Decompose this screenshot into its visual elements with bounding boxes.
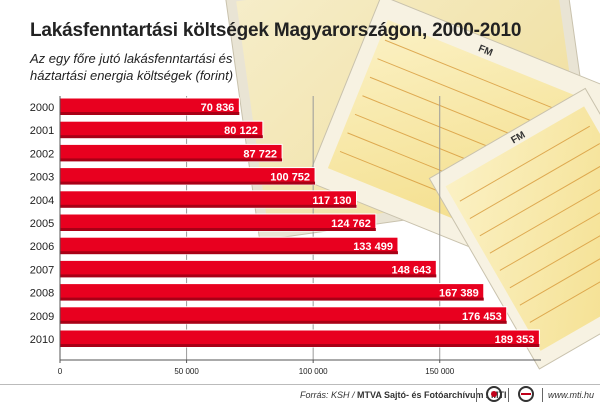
form-sheet-front: FM [428, 87, 600, 370]
bar-shade [60, 112, 240, 115]
value-label: 80 122 [224, 125, 258, 137]
value-label: 70 836 [201, 102, 235, 114]
x-tick-label: 100 000 [299, 367, 328, 376]
category-label: 2005 [30, 218, 54, 230]
value-label: 189 353 [495, 334, 535, 346]
bar-shade [60, 135, 263, 139]
value-label: 176 453 [462, 311, 502, 323]
x-tick-label: 150 000 [425, 367, 454, 376]
bar-shade [60, 297, 484, 301]
category-label: 2007 [30, 264, 54, 276]
bar-shade [60, 251, 398, 255]
chart-subtitle: Az egy főre jutó lakásfenntartási és ház… [30, 51, 234, 83]
footer-separator [476, 388, 477, 402]
category-label: 2002 [30, 148, 54, 160]
value-label: 133 499 [353, 241, 393, 253]
category-label: 2009 [30, 311, 54, 323]
value-label: 124 762 [331, 218, 371, 230]
value-label: 117 130 [312, 195, 351, 207]
x-tick-label: 0 [58, 367, 63, 376]
mtva-logo-icon [486, 386, 502, 402]
x-tick-label: 50 000 [174, 367, 199, 376]
value-label: 148 643 [392, 264, 432, 276]
website-link[interactable]: www.mti.hu [548, 390, 595, 400]
footer-separator [508, 388, 509, 402]
category-label: 2006 [30, 241, 54, 253]
value-label: 100 752 [270, 172, 310, 184]
category-label: 2003 [30, 172, 54, 184]
value-label: 167 389 [439, 288, 479, 300]
x-axis: 0 50 000 100 000 150 000 [58, 96, 541, 376]
category-label: 2000 [30, 102, 54, 114]
mti-logo-icon [518, 386, 534, 402]
bar-shade [60, 158, 283, 162]
footer-separator [542, 388, 543, 402]
category-label: 2004 [30, 195, 54, 207]
source-organization: MTVA Sajtó- és Fotóarchívum / MTI [357, 390, 507, 400]
value-label: 87 722 [243, 148, 277, 160]
bar-shade [60, 274, 437, 278]
bar-shade [60, 181, 316, 185]
footer-divider [0, 384, 600, 385]
source-prefix: Forrás: KSH / [300, 390, 358, 400]
bar-shade [60, 228, 376, 231]
chart-title: Lakásfenntartási költségek Magyarországo… [30, 20, 522, 41]
bar-shade [60, 204, 357, 208]
category-label: 2010 [30, 334, 54, 346]
form-label-fm-1: FM [477, 43, 495, 59]
category-label: 2008 [30, 288, 54, 300]
category-labels: 2000 2001 2002 2003 2004 2005 2006 2007 2008 2009… [30, 102, 54, 346]
category-label: 2001 [30, 125, 54, 137]
source-credit: Forrás: KSH / MTVA Sajtó- és Fotóarchívu… [300, 390, 507, 400]
bar-shade [60, 344, 540, 347]
bar-shade [60, 320, 507, 324]
